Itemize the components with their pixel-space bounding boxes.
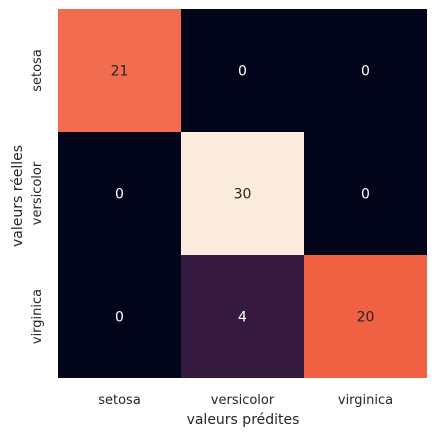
heatmap-cell-0-0 [58,9,181,132]
cell-value-2-0: 0 [115,310,124,326]
heatmap-cell-labels: 21 0 0 0 30 0 0 4 20 [111,64,375,326]
cell-value-0-2: 0 [361,64,370,80]
cell-value-0-1: 0 [238,64,247,80]
heatmap-cell-0-1 [181,9,304,132]
x-axis-label: valeurs prédites [187,412,300,428]
heatmap-cell-0-2 [304,9,427,132]
x-tick-setosa: setosa [98,393,141,408]
cell-value-1-2: 0 [361,187,370,203]
heatmap-cells [58,9,427,378]
y-tick-labels: setosa versicolor virginica [30,49,45,344]
y-axis-label: valeurs réelles [10,145,26,247]
cell-value-1-1: 30 [234,187,252,203]
cell-value-2-2: 20 [357,310,375,326]
heatmap-cell-1-2 [304,132,427,255]
heatmap-cell-1-0 [58,132,181,255]
heatmap-cell-2-1 [181,255,304,378]
y-tick-versicolor: versicolor [30,161,45,225]
heatmap-cell-1-1 [181,132,304,255]
cell-value-1-0: 0 [115,187,124,203]
y-tick-setosa: setosa [30,49,45,92]
x-tick-virginica: virginica [338,393,393,408]
cell-value-0-0: 21 [111,64,129,80]
x-tick-labels: setosa versicolor virginica [98,393,393,408]
cell-value-2-1: 4 [238,310,247,326]
y-tick-virginica: virginica [30,289,45,344]
x-tick-versicolor: versicolor [211,393,275,408]
heatmap-cell-2-2 [304,255,427,378]
heatmap-cell-2-0 [58,255,181,378]
